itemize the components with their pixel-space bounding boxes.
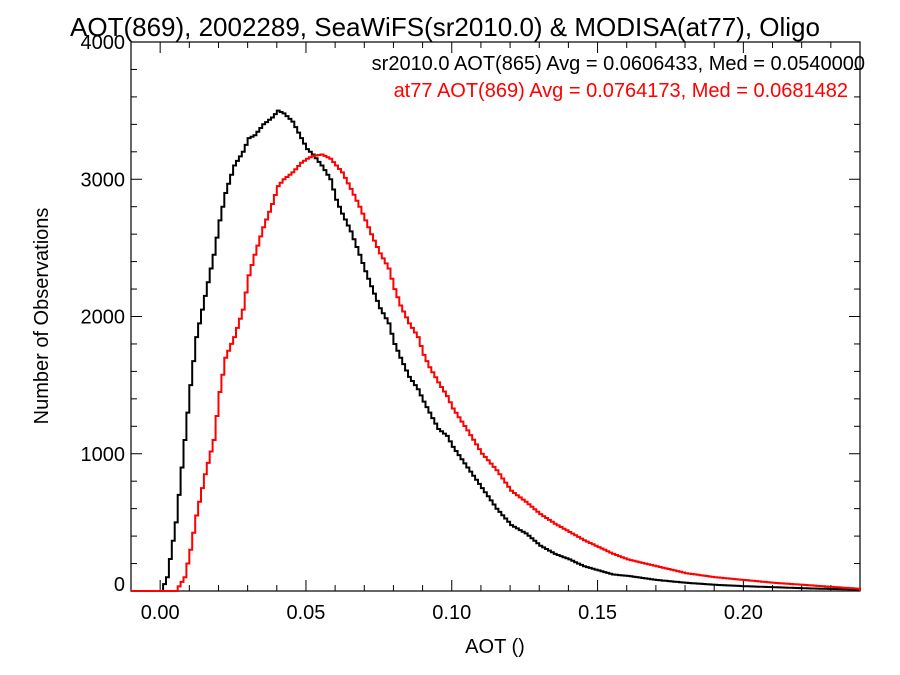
series-sr2010-histogram — [131, 109, 861, 592]
y-tick-label: 2000 — [81, 307, 126, 329]
x-tick-label: 0.00 — [141, 602, 180, 624]
x-tick-label: 0.15 — [578, 602, 617, 624]
legend-entry-sr2010: sr2010.0 AOT(865) Avg = 0.0606433, Med =… — [372, 53, 865, 75]
y-tick-label: 4000 — [81, 32, 126, 54]
axis-ticks: 0.00 0.05 0.10 0.15 0.20 0 1000 2000 3000 4000 — [81, 32, 861, 624]
y-tick-label: 3000 — [81, 169, 126, 191]
y-tick-label: 0 — [114, 574, 125, 596]
series-at77-histogram — [131, 153, 861, 592]
legend-entry-at77: at77 AOT(869) Avg = 0.0764173, Med = 0.0… — [394, 80, 848, 102]
x-tick-label: 0.05 — [286, 602, 325, 624]
y-axis-label: Number of Observations — [31, 208, 53, 425]
chart-title: AOT(869), 2002289, SeaWiFS(sr2010.0) & M… — [70, 12, 820, 42]
data-series — [131, 109, 861, 592]
x-tick-label: 0.10 — [432, 602, 471, 624]
x-axis-label: AOT () — [465, 636, 525, 658]
y-tick-label: 1000 — [81, 444, 126, 466]
x-tick-label: 0.20 — [724, 602, 763, 624]
